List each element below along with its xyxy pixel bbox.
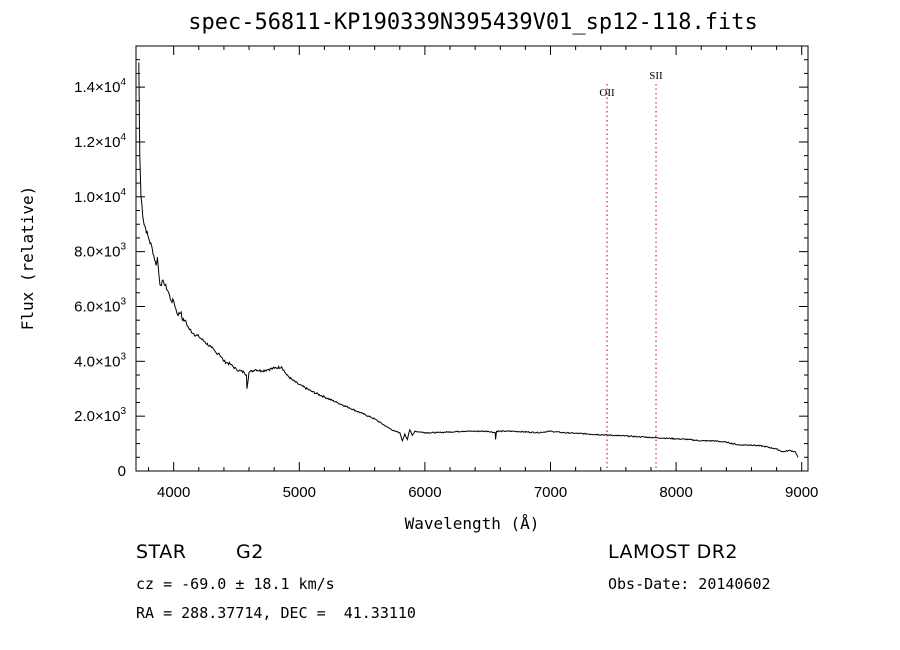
observation-date: Obs-Date: 20140602 bbox=[608, 575, 771, 593]
x-axis: 4000 5000 6000 7000 8000 9000 bbox=[148, 46, 818, 501]
y-tick-exponent: 3 bbox=[120, 351, 126, 362]
y-tick-label: 6.0×103 bbox=[74, 296, 126, 315]
x-tick-label: 9000 bbox=[785, 484, 818, 501]
x-tick-label: 6000 bbox=[408, 484, 441, 501]
y-tick-exponent: 3 bbox=[120, 296, 126, 307]
x-tick-label: 4000 bbox=[157, 484, 190, 501]
emission-line-markers: OII SII bbox=[599, 70, 663, 471]
y-tick-mantissa: 1.2×10 bbox=[74, 134, 120, 151]
survey-name: LAMOST DR2 bbox=[608, 541, 738, 563]
y-tick-mantissa: 6.0×10 bbox=[74, 298, 120, 315]
coordinates-text: RA = 288.37714, DEC = 41.33110 bbox=[136, 604, 416, 622]
y-tick-exponent: 4 bbox=[120, 132, 126, 143]
x-tick-label: 8000 bbox=[659, 484, 692, 501]
emission-line-label: OII bbox=[599, 87, 615, 99]
x-axis-label: Wavelength (Å) bbox=[405, 514, 540, 533]
emission-line-label: SII bbox=[649, 70, 663, 82]
y-tick-mantissa: 0 bbox=[118, 463, 126, 480]
plot-frame bbox=[135, 45, 809, 472]
y-tick-mantissa: 1.4×10 bbox=[74, 79, 120, 96]
spectrum-line bbox=[138, 62, 799, 458]
redshift-text: cz = -69.0 ± 18.1 km/s bbox=[136, 575, 335, 593]
y-axis: 02.0×1034.0×1036.0×1038.0×1031.0×1041.2×… bbox=[74, 59, 808, 480]
y-tick-label: 2.0×103 bbox=[74, 406, 126, 425]
x-tick-label: 5000 bbox=[283, 484, 316, 501]
y-tick-label: 1.0×104 bbox=[74, 187, 126, 206]
x-tick-label: 7000 bbox=[534, 484, 567, 501]
y-tick-label: 1.4×104 bbox=[74, 77, 126, 96]
y-tick-label: 4.0×103 bbox=[74, 351, 126, 370]
object-class: STAR bbox=[136, 541, 187, 563]
y-tick-label: 1.2×104 bbox=[74, 132, 126, 151]
y-tick-exponent: 4 bbox=[120, 187, 126, 198]
y-tick-exponent: 3 bbox=[120, 242, 126, 253]
y-tick-label: 0 bbox=[118, 463, 126, 480]
y-axis-label: Flux (relative) bbox=[18, 186, 37, 331]
y-tick-exponent: 4 bbox=[120, 77, 126, 88]
object-subclass: G2 bbox=[236, 541, 264, 563]
y-tick-mantissa: 1.0×10 bbox=[74, 189, 120, 206]
chart-title: spec-56811-KP190339N395439V01_sp12-118.f… bbox=[188, 10, 758, 35]
y-tick-mantissa: 4.0×10 bbox=[74, 353, 120, 370]
y-tick-mantissa: 8.0×10 bbox=[74, 244, 120, 261]
y-tick-label: 8.0×103 bbox=[74, 242, 126, 261]
y-tick-mantissa: 2.0×10 bbox=[74, 408, 120, 425]
y-tick-exponent: 3 bbox=[120, 406, 126, 417]
